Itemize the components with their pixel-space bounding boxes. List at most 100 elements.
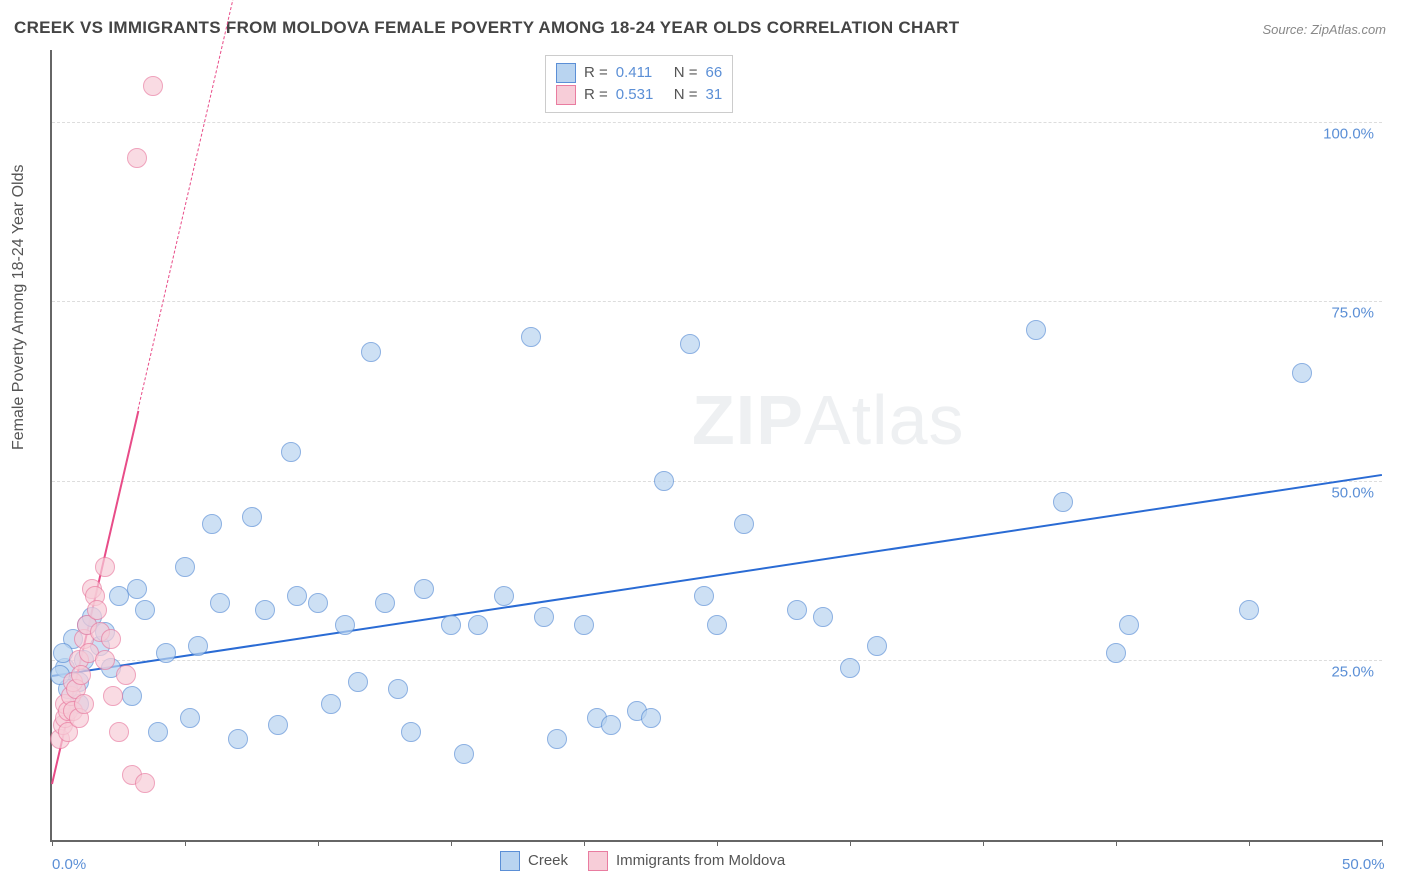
chart-title: CREEK VS IMMIGRANTS FROM MOLDOVA FEMALE … (14, 18, 959, 38)
watermark: ZIPAtlas (692, 380, 965, 460)
x-tick (52, 840, 53, 846)
data-point (188, 636, 208, 656)
watermark-light: Atlas (804, 381, 965, 459)
data-point (122, 686, 142, 706)
x-tick-label: 0.0% (52, 856, 86, 873)
data-point (375, 593, 395, 613)
legend-row: R = 0.411 N = 66 (556, 62, 722, 84)
gridline-horizontal (52, 481, 1382, 482)
data-point (454, 744, 474, 764)
data-point (1106, 643, 1126, 663)
data-point (71, 665, 91, 685)
y-tick-label: 100.0% (1323, 125, 1374, 142)
legend-n-value: 66 (706, 62, 723, 84)
legend-row: R =0.531N =31 (556, 84, 722, 106)
data-point (268, 715, 288, 735)
data-point (707, 615, 727, 635)
data-point (109, 722, 129, 742)
data-point (813, 607, 833, 627)
data-point (1292, 363, 1312, 383)
x-tick (717, 840, 718, 846)
legend-swatch (556, 63, 576, 83)
data-point (361, 342, 381, 362)
data-point (1026, 320, 1046, 340)
data-point (574, 615, 594, 635)
data-point (414, 579, 434, 599)
legend-n-label: N = (674, 62, 698, 84)
data-point (601, 715, 621, 735)
legend-swatch (556, 85, 576, 105)
data-point (787, 600, 807, 620)
data-point (74, 694, 94, 714)
data-point (308, 593, 328, 613)
legend-item: Creek (500, 850, 568, 872)
correlation-legend: R = 0.411 N = 66R = 0.531 N = 31 (545, 55, 733, 113)
gridline-horizontal (52, 122, 1382, 123)
data-point (210, 593, 230, 613)
data-point (103, 686, 123, 706)
data-point (348, 672, 368, 692)
legend-item: Immigrants from Moldova (588, 850, 785, 872)
y-tick-label: 50.0% (1331, 484, 1374, 501)
data-point (127, 579, 147, 599)
x-tick (451, 840, 452, 846)
data-point (95, 557, 115, 577)
x-tick-label: 50.0% (1342, 856, 1385, 873)
plot-area: ZIPAtlas 25.0%50.0%75.0%100.0%0.0%50.0% (50, 50, 1382, 842)
x-tick (1382, 840, 1383, 846)
data-point (255, 600, 275, 620)
data-point (202, 514, 222, 534)
data-point (228, 729, 248, 749)
chart-container: CREEK VS IMMIGRANTS FROM MOLDOVA FEMALE … (0, 0, 1406, 892)
data-point (694, 586, 714, 606)
legend-r-value: 0.531 (616, 84, 666, 106)
data-point (287, 586, 307, 606)
data-point (547, 729, 567, 749)
data-point (87, 600, 107, 620)
legend-swatch (500, 851, 520, 871)
data-point (95, 650, 115, 670)
y-tick-label: 75.0% (1331, 305, 1374, 322)
legend-label: Immigrants from Moldova (616, 850, 785, 872)
data-point (521, 327, 541, 347)
data-point (680, 334, 700, 354)
trend-line (52, 474, 1382, 677)
data-point (175, 557, 195, 577)
data-point (388, 679, 408, 699)
series-legend: Creek Immigrants from Moldova (500, 850, 785, 872)
x-tick (318, 840, 319, 846)
x-tick (983, 840, 984, 846)
data-point (1053, 492, 1073, 512)
data-point (401, 722, 421, 742)
data-point (867, 636, 887, 656)
legend-r-label: R = (584, 84, 608, 106)
data-point (534, 607, 554, 627)
x-tick (185, 840, 186, 846)
data-point (335, 615, 355, 635)
data-point (734, 514, 754, 534)
legend-n-value: 31 (706, 84, 723, 106)
data-point (135, 600, 155, 620)
data-point (321, 694, 341, 714)
data-point (641, 708, 661, 728)
x-tick (1249, 840, 1250, 846)
data-point (148, 722, 168, 742)
legend-r-value: 0.411 (616, 62, 666, 84)
x-tick (584, 840, 585, 846)
trend-line-dashed (138, 0, 1383, 410)
data-point (156, 643, 176, 663)
data-point (242, 507, 262, 527)
watermark-bold: ZIP (692, 381, 804, 459)
data-point (281, 442, 301, 462)
source-attribution: Source: ZipAtlas.com (1262, 22, 1386, 37)
legend-r-label: R = (584, 62, 608, 84)
legend-label: Creek (528, 850, 568, 872)
data-point (116, 665, 136, 685)
data-point (1119, 615, 1139, 635)
data-point (468, 615, 488, 635)
data-point (654, 471, 674, 491)
data-point (494, 586, 514, 606)
data-point (127, 148, 147, 168)
data-point (840, 658, 860, 678)
x-tick (850, 840, 851, 846)
